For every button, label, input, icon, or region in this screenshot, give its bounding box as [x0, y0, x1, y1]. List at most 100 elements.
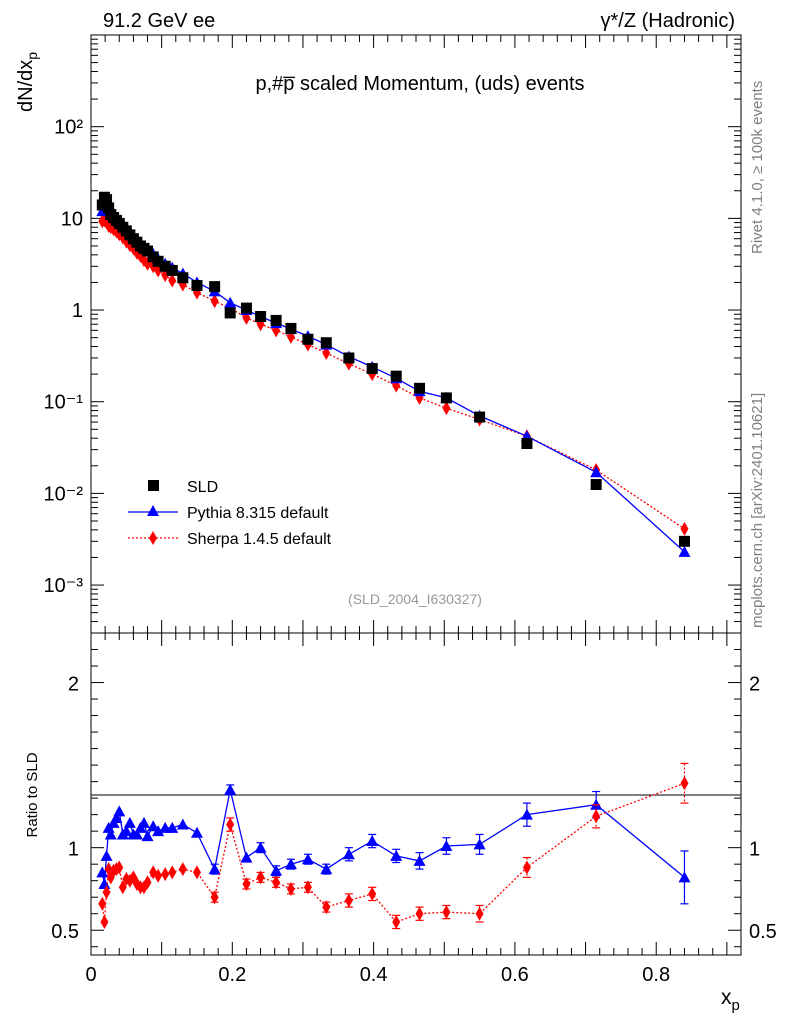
- ratio-pythia-point: [301, 853, 314, 865]
- legend-sld-marker: [148, 480, 159, 491]
- x-tick-label: 0.6: [501, 964, 529, 986]
- ratio-sherpa-point: [161, 867, 170, 882]
- ratio-y-tick-label-right: 1: [749, 839, 760, 861]
- x-tick-label: 0: [85, 964, 96, 986]
- ratio-sherpa-point: [368, 886, 377, 901]
- legend-sld-label: SLD: [187, 479, 218, 496]
- main-sld-point: [101, 194, 113, 206]
- ratio-sherpa-point: [415, 906, 424, 921]
- main-sherpa-point: [168, 273, 177, 288]
- ratio-pythia-point: [141, 830, 154, 842]
- ratio-sherpa-point: [115, 860, 124, 875]
- main-sherpa-point: [442, 401, 451, 416]
- ratio-sherpa-point: [210, 890, 219, 905]
- legend-pythia-label: Pythia 8.315 default: [187, 505, 329, 522]
- ratio-pythia-point: [208, 863, 221, 875]
- ratio-pythia-point: [96, 866, 109, 878]
- ratio-y-axis-label: Ratio to SLD: [24, 752, 41, 837]
- ratio-sherpa-point: [154, 868, 163, 883]
- ratio-pythia-point: [190, 826, 203, 838]
- main-chart-title: p,#p̅ scaled Momentum, (uds) events: [255, 73, 584, 95]
- ratio-sherpa-point: [344, 893, 353, 908]
- side-mcplots-label: mcplots.cern.ch [arXiv:2401.10621]: [749, 393, 766, 628]
- legend-pythia-marker: [147, 505, 159, 516]
- legend-sherpa-marker: [149, 531, 157, 545]
- ratio-sherpa-point: [192, 865, 201, 880]
- ratio-pythia-point: [123, 816, 136, 828]
- ratio-sherpa-point: [98, 896, 107, 911]
- main-y-axis-label-sub: p: [24, 52, 40, 60]
- ratio-sherpa-point: [592, 809, 601, 824]
- ratio-pythia-point: [520, 808, 533, 820]
- ratio-pythia-point: [110, 811, 123, 823]
- ratio-sherpa-point: [168, 865, 177, 880]
- ratio-pythia-point: [320, 863, 333, 875]
- main-sherpa-point: [680, 521, 689, 536]
- main-y-tick-label: 10⁻³: [44, 575, 84, 597]
- ratio-sherpa-point: [392, 914, 401, 929]
- main-axis-ticks: 10⁻³ 10⁻² 10⁻¹ 1 10 10²: [44, 34, 742, 634]
- main-sld-point: [159, 260, 171, 272]
- ratio-pythia-point: [152, 825, 165, 837]
- ratio-pythia-point: [137, 816, 150, 828]
- ratio-pythia-point: [413, 854, 426, 866]
- main-pythia-point: [678, 545, 691, 557]
- ratio-pythia-point: [342, 848, 355, 860]
- main-sherpa-point: [210, 294, 219, 309]
- main-y-tick-label: 10⁻²: [44, 483, 84, 505]
- ratio-pythia-point: [176, 818, 189, 830]
- main-sld-point: [166, 264, 178, 276]
- main-sld-point: [590, 479, 602, 491]
- main-sld-point: [390, 370, 402, 382]
- main-pythia-point: [590, 466, 603, 478]
- header-energy-label: 91.2 GeV ee: [103, 10, 215, 32]
- x-tick-label: 0.8: [642, 964, 670, 986]
- main-sld-point: [343, 352, 355, 364]
- ratio-pythia-point: [284, 858, 297, 870]
- ratio-sherpa-point: [178, 862, 187, 877]
- main-sld-point: [285, 322, 297, 334]
- ratio-sherpa-point: [118, 880, 127, 895]
- ratio-pythia-point: [366, 835, 379, 847]
- ratio-sherpa-point: [475, 906, 484, 921]
- main-y-tick-label: 10²: [54, 117, 83, 139]
- x-axis-label: xp: [721, 986, 740, 1014]
- ratio-pythia-point: [147, 820, 160, 832]
- x-tick-label: 0.2: [218, 964, 246, 986]
- side-rivet-label: Rivet 4.1.0, ≥ 100k events: [749, 81, 766, 254]
- ratio-pythia-point: [104, 828, 117, 840]
- x-axis-label-sub: p: [732, 997, 740, 1014]
- ratio-sherpa-point: [256, 870, 265, 885]
- ratio-sherpa-point: [322, 900, 331, 915]
- ratio-pythia-point: [473, 838, 486, 850]
- ratio-sherpa-point: [100, 914, 109, 929]
- main-y-tick-label: 10⁻¹: [44, 392, 84, 414]
- ratio-sherpa-point: [303, 880, 312, 895]
- ratio-y-tick-label: 2: [68, 674, 79, 696]
- main-sld-point: [255, 311, 267, 323]
- ratio-y-tick-label-right: 2: [749, 674, 760, 696]
- ratio-series-layer: [96, 762, 691, 930]
- ratio-sherpa-point: [102, 885, 111, 900]
- main-y-tick-label: 10: [61, 208, 83, 230]
- main-y-tick-label: 1: [72, 300, 83, 322]
- ratio-pythia-point: [254, 841, 267, 853]
- legend: SLD Pythia 8.315 default Sherpa 1.4.5 de…: [128, 479, 332, 548]
- main-sld-point: [678, 535, 690, 547]
- header-process-label: γ*/Z (Hadronic): [601, 10, 735, 32]
- ratio-y-tick-label-right: 0.5: [749, 921, 777, 943]
- ratio-pythia-point: [240, 851, 253, 863]
- x-tick-label: 0.4: [360, 964, 388, 986]
- main-sld-point: [440, 392, 452, 404]
- ratio-sherpa-point: [226, 817, 235, 832]
- ratio-pythia-point: [270, 864, 283, 876]
- main-sld-point: [152, 255, 164, 267]
- ratio-axis-ticks: 0.5 0.5 1 1 2 2 0 0.2 0.4 0.6 0.8: [51, 633, 777, 986]
- ratio-sherpa-point: [272, 875, 281, 890]
- ratio-pythia-point: [130, 828, 143, 840]
- ratio-pythia-point: [440, 840, 453, 852]
- ratio-pythia-point: [678, 871, 691, 883]
- main-sld-point: [474, 411, 486, 423]
- main-y-axis-label: dN/dxp: [15, 52, 40, 112]
